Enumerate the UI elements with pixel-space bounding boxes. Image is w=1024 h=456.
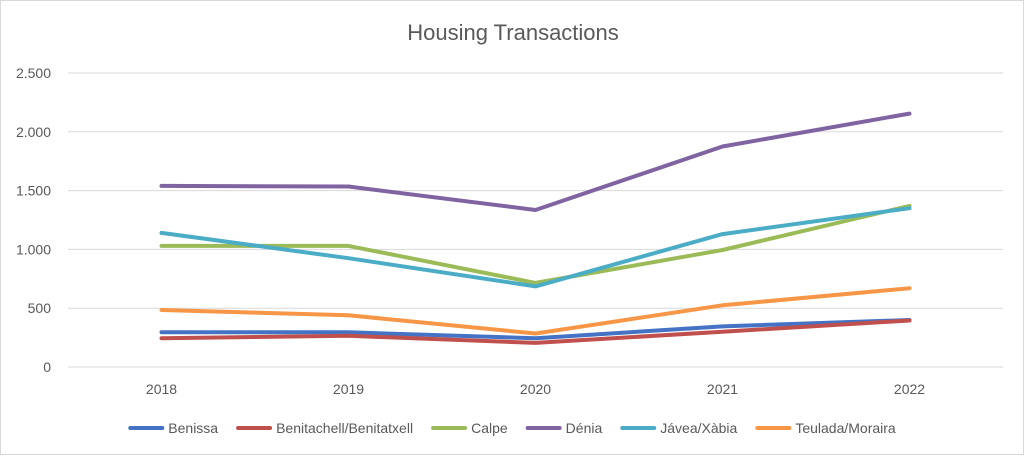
x-axis-ticks: 2018 2019 2020 2021 2022	[146, 381, 925, 397]
legend-label-0: Benissa	[168, 420, 218, 436]
series-line-2	[159, 203, 912, 285]
series-line-3	[159, 111, 912, 212]
legend-item-5: Teulada/Moraira	[755, 420, 896, 436]
gridlines	[68, 72, 1003, 368]
y-tick-label-0: 0	[43, 359, 51, 375]
x-tick-label-1: 2019	[333, 381, 364, 397]
y-axis-ticks: 0 500 1.000 1.500 2.000 2.500	[16, 65, 51, 375]
legend-label-1: Benitachell/Benitatxell	[276, 420, 413, 436]
series-line-4	[159, 206, 912, 289]
legend-item-4: Jávea/Xàbia	[620, 420, 738, 436]
y-tick-label-5: 2.500	[16, 65, 51, 81]
x-tick-label-2: 2020	[520, 381, 551, 397]
x-tick-label-4: 2022	[894, 381, 925, 397]
legend-label-3: Dénia	[566, 420, 603, 436]
legend-item-3: Dénia	[525, 420, 603, 436]
y-tick-label-3: 1.500	[16, 183, 51, 199]
chart-title: Housing Transactions	[407, 20, 619, 45]
y-tick-label-2: 1.000	[16, 241, 51, 257]
legend: Benissa Benitachell/Benitatxell Calpe Dénia…	[128, 420, 896, 436]
y-tick-label-4: 2.000	[16, 124, 51, 140]
legend-item-0: Benissa	[128, 420, 218, 436]
series-lines	[159, 111, 912, 345]
legend-label-5: Teulada/Moraira	[795, 420, 896, 436]
legend-item-2: Calpe	[431, 420, 508, 436]
legend-label-4: Jávea/Xàbia	[660, 420, 737, 436]
y-tick-label-1: 500	[28, 300, 52, 316]
series-line-5	[159, 286, 912, 336]
legend-label-2: Calpe	[471, 420, 508, 436]
series-line-1	[159, 318, 912, 345]
x-tick-label-3: 2021	[707, 381, 738, 397]
x-tick-label-0: 2018	[146, 381, 177, 397]
series-line-0	[159, 318, 912, 341]
legend-item-1: Benitachell/Benitatxell	[236, 420, 413, 436]
